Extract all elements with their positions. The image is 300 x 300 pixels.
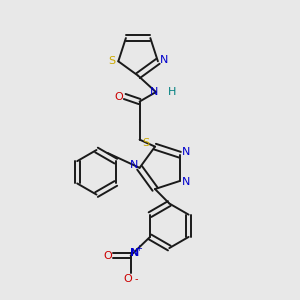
Text: N: N bbox=[182, 147, 190, 158]
Text: +: + bbox=[136, 244, 142, 253]
Text: N: N bbox=[182, 177, 190, 188]
Text: -: - bbox=[134, 274, 138, 284]
Text: S: S bbox=[142, 138, 149, 148]
Text: N: N bbox=[160, 55, 168, 65]
Text: O: O bbox=[103, 250, 112, 260]
Text: N: N bbox=[130, 248, 139, 257]
Text: N: N bbox=[130, 160, 138, 170]
Text: N: N bbox=[149, 87, 158, 97]
Text: O: O bbox=[123, 274, 132, 284]
Text: O: O bbox=[114, 92, 123, 101]
Text: S: S bbox=[108, 56, 115, 66]
Text: H: H bbox=[168, 87, 176, 97]
